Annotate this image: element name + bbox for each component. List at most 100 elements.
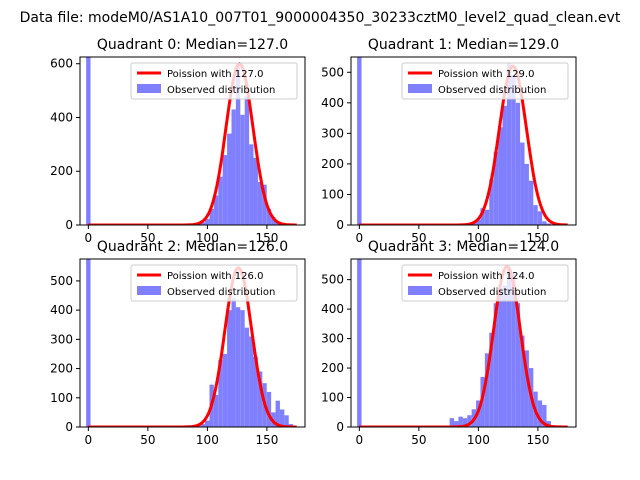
subplot-1: 0 50 100 150 0 100 200 300 400 500 Quadrant 1: Med…	[321, 37, 577, 245]
hist-bar	[222, 155, 228, 225]
subplot-2: 0 50 100 150 0 100 200 300 400 500 Quadrant 2: Med…	[50, 239, 306, 447]
hist-bar	[533, 205, 538, 225]
hist-bar	[235, 63, 241, 225]
hist-bar	[484, 209, 490, 225]
subplot-title: Quadrant 0: Median=127.0	[97, 37, 288, 53]
legend-box	[401, 62, 569, 100]
legend-label-poisson: Poission with 129.0	[438, 69, 534, 80]
hist-bar	[489, 332, 494, 427]
hist-bar	[511, 273, 516, 427]
x-tick-label: 150	[255, 231, 278, 245]
hist-bar	[240, 114, 245, 225]
hist-bar	[262, 184, 267, 225]
hist-bar	[205, 420, 210, 427]
hist-bar	[546, 223, 551, 225]
hist-bar	[454, 421, 459, 427]
legend-box	[130, 62, 298, 100]
hist-bar	[275, 400, 280, 427]
y-tick-label: 500	[321, 273, 344, 287]
legend: Poission with 124.0 Observed distribution	[401, 264, 569, 302]
hist-bar	[520, 335, 525, 427]
poisson-curve	[359, 264, 568, 427]
figure-title: Data file: modeM0/AS1A10_007T01_90000043…	[20, 10, 621, 26]
x-tick-label: 100	[196, 433, 219, 447]
legend: Poission with 129.0 Observed distribution	[401, 62, 569, 100]
hist-bar	[244, 327, 250, 427]
legend-label-observed: Observed distribution	[438, 287, 546, 298]
legend-label-poisson: Poission with 127.0	[167, 69, 263, 80]
x-tick-label: 150	[526, 231, 549, 245]
hist-bar	[244, 95, 250, 225]
subplot-0: 0 50 100 150 0 200 400 600 Quadrant 0: Median=12…	[50, 37, 306, 245]
hist-bar	[542, 404, 547, 427]
y-tick-label: 0	[336, 218, 344, 232]
hist-bar	[484, 353, 490, 427]
hist-bar	[493, 303, 499, 427]
hist-bar	[524, 163, 529, 225]
axes-frame	[79, 258, 306, 428]
y-tick-label: 300	[50, 332, 73, 346]
hist-bar	[200, 222, 206, 225]
spike-bar	[357, 259, 362, 427]
hist-bar	[266, 391, 272, 427]
hist-bar	[205, 219, 210, 225]
spike-bar	[86, 259, 91, 427]
x-tick-label: 150	[255, 433, 278, 447]
hist-bar	[502, 285, 507, 427]
hist-bar	[498, 288, 503, 427]
hist-bar	[266, 208, 272, 225]
y-tick-label: 200	[50, 362, 73, 376]
hist-bar	[489, 179, 494, 225]
hist-bar	[467, 415, 472, 427]
hist-bar	[493, 151, 499, 225]
axes-frame	[350, 258, 577, 428]
y-tick-label: 100	[321, 187, 344, 201]
hist-bar	[253, 356, 258, 427]
legend-bar-swatch	[137, 286, 161, 295]
subplot-title: Quadrant 2: Median=126.0	[97, 239, 288, 255]
y-tick-label: 200	[321, 157, 344, 171]
x-tick-label: 100	[467, 231, 490, 245]
hist-bar	[222, 353, 228, 427]
plot-area	[357, 259, 568, 427]
legend-label-observed: Observed distribution	[167, 287, 275, 298]
hist-bar	[498, 127, 503, 225]
y-tick-label: 0	[65, 420, 73, 434]
hist-bar	[279, 409, 285, 427]
y-tick-label: 400	[321, 96, 344, 110]
hist-bar	[227, 133, 232, 225]
y-tick-label: 200	[321, 361, 344, 375]
x-tick-label: 100	[467, 433, 490, 447]
subplots: 0 50 100 150 0 200 400 600 Quadrant 0: Median=12…	[50, 37, 577, 447]
legend-box	[130, 264, 298, 302]
x-tick-label: 0	[356, 231, 364, 245]
x-tick-label: 50	[411, 433, 426, 447]
hist-bar	[218, 176, 223, 225]
hist-bar	[231, 298, 236, 427]
hist-bar	[506, 63, 512, 225]
hist-bar	[235, 307, 241, 427]
y-tick-label: 400	[50, 110, 73, 124]
hist-bar	[515, 102, 521, 225]
hist-bar	[200, 424, 206, 427]
legend-bar-swatch	[137, 84, 161, 93]
x-tick-label: 0	[356, 433, 364, 447]
axes-frame	[350, 56, 577, 226]
hist-bar	[249, 144, 254, 225]
hist-bar	[537, 400, 543, 427]
hist-bar	[537, 211, 543, 225]
hist-bar	[257, 181, 263, 225]
legend-label-poisson: Poission with 124.0	[438, 271, 534, 282]
hist-bar	[458, 416, 463, 427]
hist-bar	[542, 221, 547, 225]
axes-frame	[79, 56, 306, 226]
hist-bar	[480, 208, 485, 225]
y-tick-label: 300	[321, 126, 344, 140]
hist-bar	[209, 208, 214, 225]
hist-bar	[213, 195, 219, 225]
y-tick-label: 500	[321, 65, 344, 79]
plot-area	[86, 57, 297, 225]
legend-box	[401, 264, 569, 302]
y-tick-label: 0	[65, 218, 73, 232]
